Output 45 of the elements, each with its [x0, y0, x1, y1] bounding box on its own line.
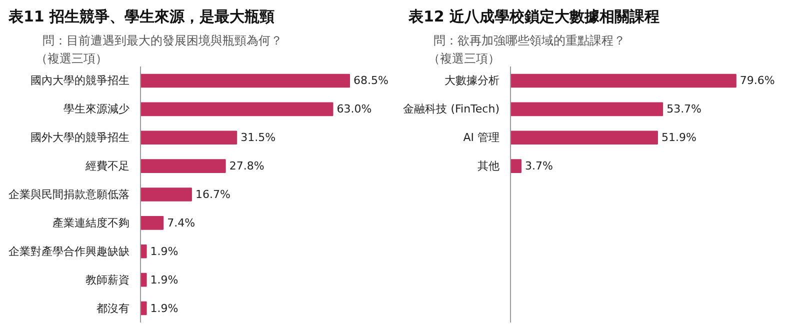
- bar: [140, 272, 147, 287]
- y-tick-label: 大數據分析: [444, 74, 500, 88]
- y-tick-label: 企業與民間捐款意願低落: [8, 188, 130, 201]
- data-label: 7.4%: [167, 216, 196, 230]
- bar: [510, 159, 522, 173]
- chart-subtitle: 問：欲再加強哪些領域的重點課程？: [434, 34, 626, 48]
- y-tick-label: AI 管理: [463, 131, 500, 144]
- chart-title: 表11 招生競爭、學生來源，是最大瓶頸: [8, 8, 275, 26]
- data-label: 53.7%: [666, 102, 702, 116]
- data-label: 16.7%: [195, 188, 230, 201]
- y-tick-label: 教師薪資: [86, 273, 130, 286]
- y-tick-label: 都沒有: [96, 302, 130, 315]
- text: （複選三項）: [428, 52, 500, 66]
- y-tick-label: 其他: [478, 160, 500, 173]
- y-tick-label: 國外大學的競爭招生: [30, 131, 130, 144]
- chart-title: 表12 近八成學校鎖定大數據相關課程: [408, 8, 660, 26]
- data-label: 1.9%: [150, 273, 178, 286]
- y-tick-label: 產業連結度不夠: [52, 216, 130, 230]
- data-label: 1.9%: [150, 302, 178, 315]
- bar: [140, 216, 164, 230]
- chart-subtitle: 問：目前遭遇到最大的發展困境與瓶頸為何？: [42, 34, 282, 48]
- data-label: 51.9%: [661, 131, 696, 144]
- y-tick-label: 國內大學的競爭招生: [30, 74, 130, 88]
- data-label: 27.8%: [229, 160, 264, 173]
- bar: [140, 188, 192, 202]
- y-tick-label: 企業對產學合作興趣缺缺: [8, 244, 130, 258]
- bar: [140, 244, 147, 258]
- bar: [510, 130, 658, 145]
- y-tick-label: 學生來源減少: [64, 102, 130, 116]
- text: （複選三項）: [36, 52, 108, 66]
- bar: [140, 74, 350, 88]
- data-label: 79.6%: [740, 74, 775, 88]
- data-label: 31.5%: [240, 131, 276, 144]
- bar: [140, 301, 147, 316]
- data-label: 68.5%: [354, 74, 388, 88]
- bar: [140, 130, 238, 145]
- bar: [510, 74, 736, 88]
- bar: [140, 102, 334, 116]
- bar: [140, 159, 226, 173]
- data-label: 63.0%: [336, 102, 372, 116]
- y-tick-label: 金融科技 (FinTech): [403, 102, 500, 116]
- data-label: 3.7%: [524, 160, 553, 173]
- data-label: 1.9%: [150, 244, 178, 258]
- bar: [510, 102, 664, 116]
- y-tick-label: 經費不足: [84, 160, 130, 173]
